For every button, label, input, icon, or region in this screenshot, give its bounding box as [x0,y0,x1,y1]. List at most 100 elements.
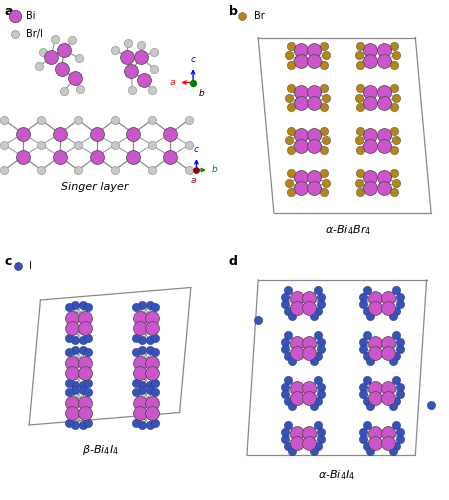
Point [81,324,88,332]
Text: c: c [194,145,199,154]
Point [56,152,63,160]
Point [285,376,292,384]
Point [318,338,325,346]
Point [311,130,318,138]
Point [297,173,304,181]
Point [81,398,88,406]
Point [281,300,288,308]
Point [287,188,295,196]
Point [69,368,76,376]
Point [138,386,145,394]
Point [287,60,295,68]
Point [38,166,45,174]
Point [149,358,156,366]
Point [1,141,8,149]
Point [288,357,295,365]
Point [318,300,325,308]
Point [133,388,140,396]
Point [138,421,145,429]
Point [297,142,304,150]
Point [311,402,318,410]
Point [367,447,374,455]
Point [297,46,304,54]
Point [321,188,328,196]
Point [285,307,292,315]
Point [297,99,304,107]
Point [392,136,399,144]
Point [150,65,157,73]
Point [81,358,88,366]
Point [318,293,325,301]
Point [287,42,295,50]
Point [372,428,379,436]
Point [138,336,145,344]
Point [355,178,362,186]
Point [384,394,392,402]
Point [293,438,300,446]
Point [84,303,92,311]
Point [149,408,156,416]
Point [281,338,288,346]
Point [372,438,379,446]
Point [318,383,325,391]
Point [391,188,398,196]
Text: c: c [4,255,12,268]
Point [355,136,362,144]
Point [136,358,143,366]
Point [285,397,292,405]
Point [111,116,119,124]
Point [136,408,143,416]
Point [281,383,288,391]
Point [360,383,367,391]
Point [391,126,398,134]
Point [322,51,330,59]
Point [372,304,379,312]
Point [380,46,387,54]
Point [357,169,364,177]
Point [318,345,325,353]
Point [360,293,367,301]
Point [111,166,119,174]
Text: a: a [4,5,13,18]
Point [318,428,325,436]
Point [293,338,300,346]
Point [185,141,192,149]
Point [364,442,371,450]
Point [389,312,396,320]
Point [306,348,313,356]
Point [364,397,371,405]
Point [38,116,45,124]
Point [391,146,398,154]
Point [293,394,300,402]
Point [396,390,404,398]
Point [306,394,313,402]
Point [281,428,288,436]
Point [360,345,367,353]
Point [321,103,328,111]
Point [389,447,396,455]
Point [360,428,367,436]
Text: a: a [170,78,176,87]
Point [396,383,404,391]
Point [392,307,400,315]
Point [136,314,143,322]
Point [357,188,364,196]
Point [311,88,318,96]
Point [355,51,362,59]
Point [384,428,392,436]
Point [311,46,318,54]
Point [314,442,321,450]
Point [66,303,73,311]
Point [396,300,404,308]
Point [167,130,174,138]
Point [84,419,92,427]
Point [71,421,78,429]
Text: Bi: Bi [26,11,35,21]
Point [367,130,374,138]
Text: $\alpha$-Bi$_4$Br$_4$: $\alpha$-Bi$_4$Br$_4$ [325,223,371,237]
Point [314,331,321,339]
Point [148,166,155,174]
Point [79,336,86,344]
Point [185,116,192,124]
Point [311,99,318,107]
